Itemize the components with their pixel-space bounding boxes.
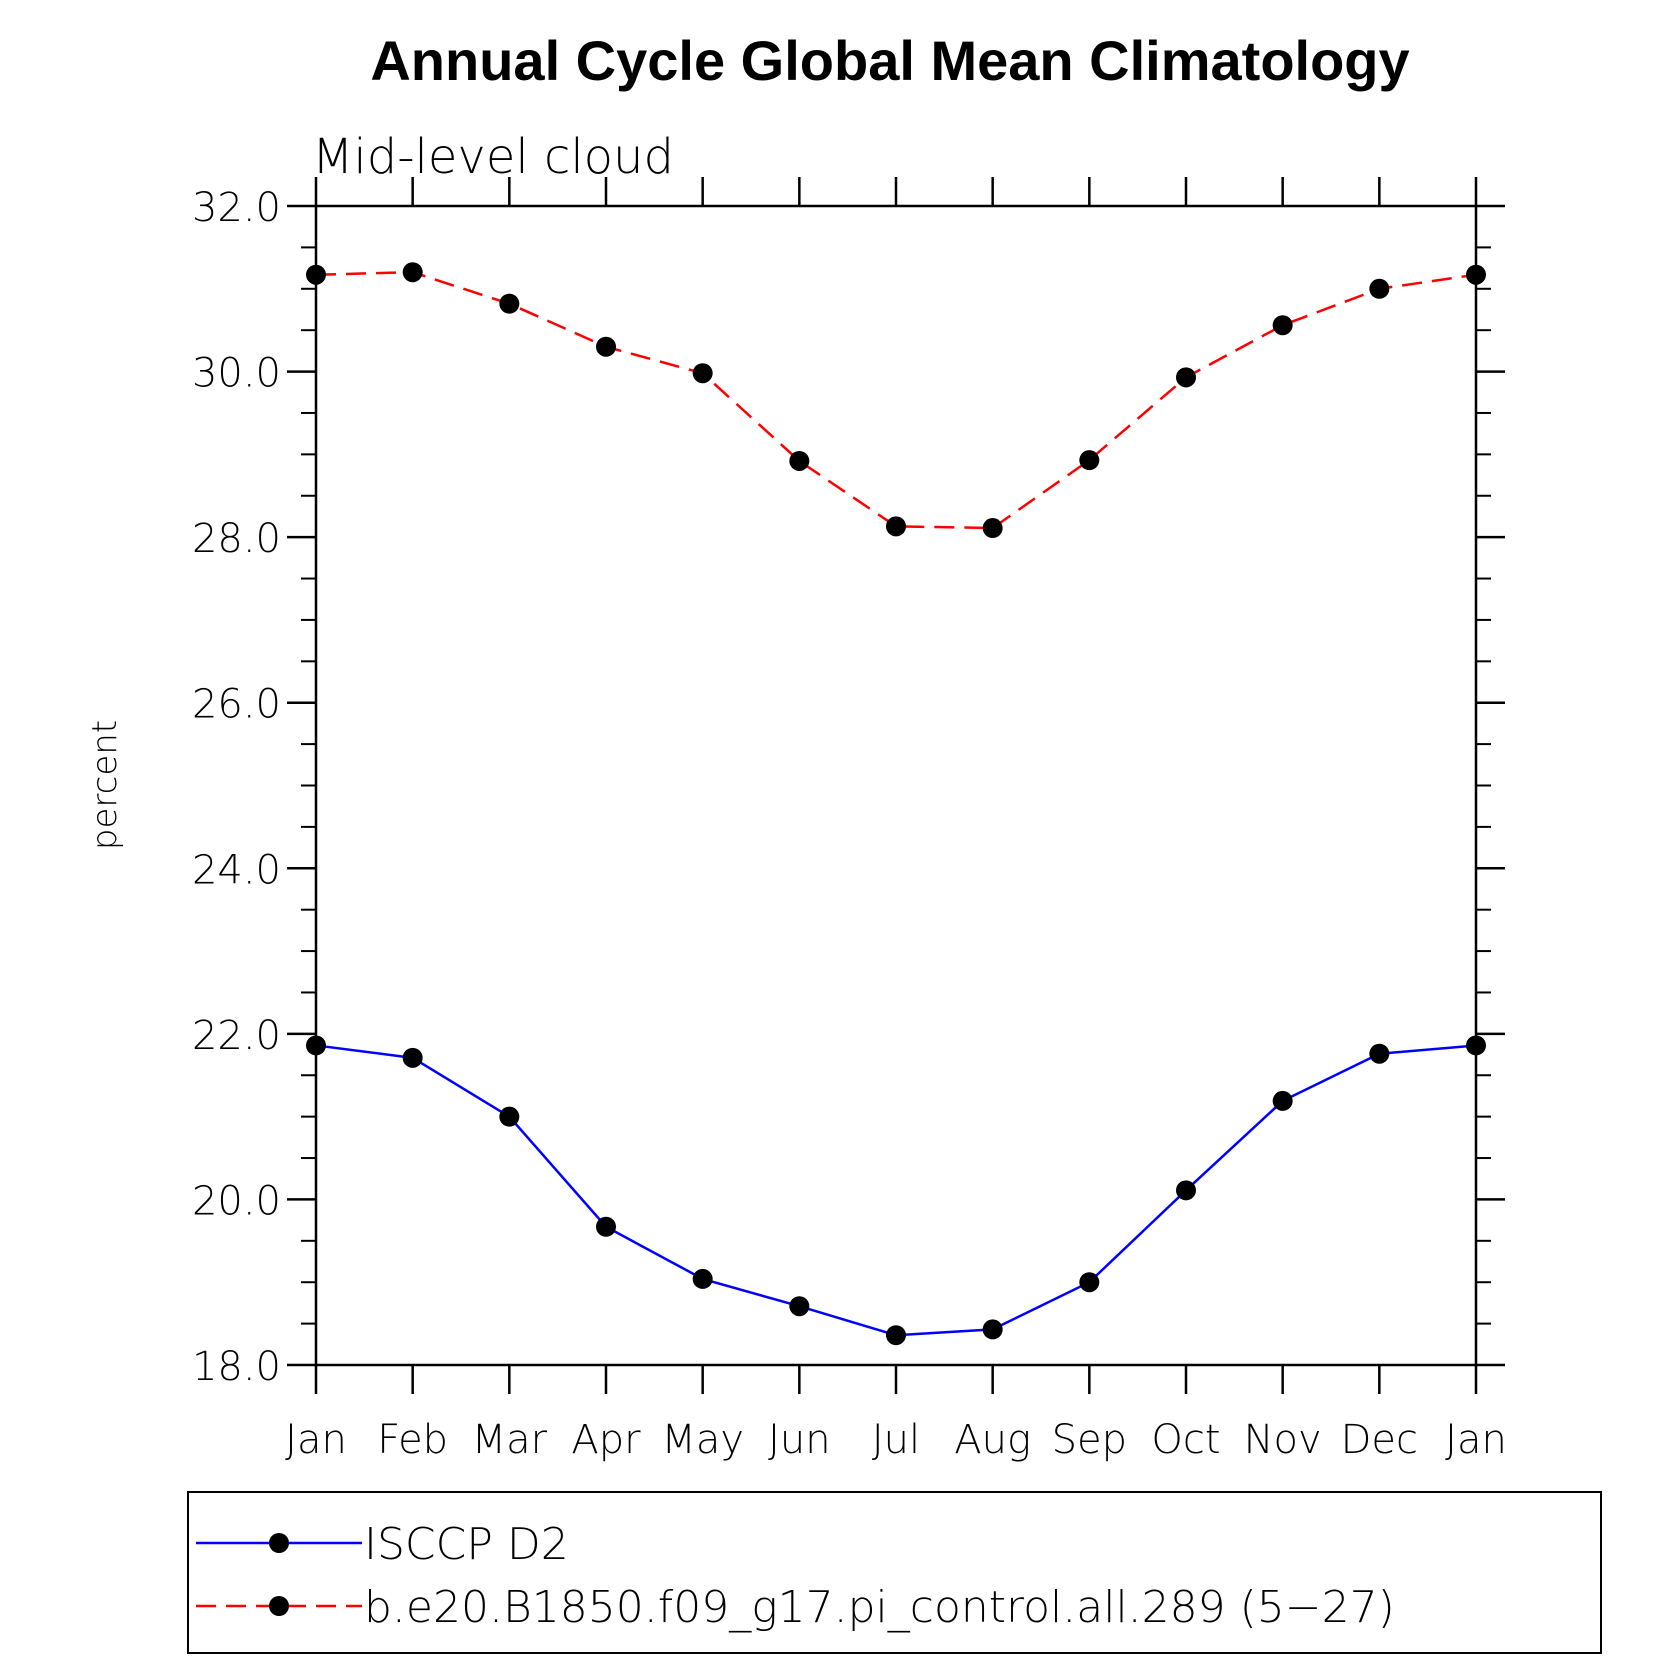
- legend-label: b.e20.B1850.f09_g17.pi_control.all.289 (…: [364, 1582, 1395, 1633]
- chart-subtitle: Mid-level cloud: [312, 129, 674, 185]
- y-tick-label: 26.0: [192, 682, 281, 728]
- plot-frame: [314, 204, 1478, 1367]
- y-tick-label: 24.0: [192, 847, 281, 893]
- x-tick-label: Oct: [1151, 1417, 1220, 1463]
- x-tick-label: Aug: [954, 1417, 1031, 1463]
- data-point: [1079, 450, 1100, 471]
- legend-box: [187, 1491, 1602, 1654]
- y-tick-label: 22.0: [192, 1013, 281, 1059]
- legend-marker: [269, 1533, 289, 1553]
- x-tick-label: Jul: [872, 1417, 920, 1463]
- data-point: [306, 1035, 326, 1056]
- x-tick-label: May: [661, 1417, 744, 1463]
- data-point: [402, 1047, 423, 1068]
- data-point: [1079, 1272, 1100, 1293]
- data-point: [1466, 1035, 1486, 1056]
- legend-marker: [269, 1596, 289, 1616]
- x-tick-label: Jun: [768, 1417, 831, 1463]
- x-tick-label: Dec: [1341, 1417, 1418, 1463]
- data-point: [1369, 278, 1390, 299]
- data-point: [1466, 264, 1486, 285]
- data-point: [499, 293, 520, 314]
- x-tick-label: Mar: [472, 1417, 548, 1463]
- y-axis-label: percent: [85, 720, 125, 850]
- x-tick-label: Jan: [1445, 1417, 1507, 1463]
- data-point: [1272, 1090, 1293, 1111]
- x-tick-label: Jan: [285, 1417, 347, 1463]
- data-point: [1176, 1180, 1196, 1201]
- axes: 18.0 20.0 22.0 24.0 26.0 28.0 30.0 32.0 Jan Feb Ma…: [192, 177, 1507, 1463]
- legend: ISCCP D2 b.e20.B1850.f09_g17.pi_control.a…: [187, 1491, 1602, 1654]
- data-point: [886, 1325, 906, 1346]
- y-tick-label: 20.0: [192, 1178, 281, 1224]
- data-point: [1176, 367, 1196, 388]
- data-point: [499, 1106, 520, 1127]
- y-tick-label: 32.0: [192, 185, 281, 231]
- series-layer: [306, 262, 1486, 1346]
- chart-title: Annual Cycle Global Mean Climatology: [370, 29, 1409, 92]
- data-point: [789, 1296, 810, 1317]
- data-point: [1272, 315, 1293, 336]
- y-tick-label: 30.0: [192, 351, 281, 397]
- x-tick-label: Sep: [1052, 1417, 1127, 1463]
- data-point: [886, 516, 906, 537]
- data-point: [692, 363, 713, 384]
- data-point: [596, 336, 616, 357]
- data-point: [306, 264, 326, 285]
- data-point: [982, 518, 1003, 539]
- data-point: [596, 1216, 616, 1237]
- series-line: [315, 270, 1477, 530]
- series-0: [306, 1035, 1486, 1346]
- legend-label: ISCCP D2: [364, 1519, 569, 1570]
- data-point: [1369, 1043, 1390, 1064]
- data-point: [402, 262, 423, 283]
- y-tick-label: 18.0: [192, 1344, 281, 1390]
- x-tick-label: Feb: [377, 1417, 448, 1463]
- x-tick-label: Nov: [1244, 1417, 1322, 1463]
- data-point: [692, 1268, 713, 1289]
- data-point: [789, 450, 810, 471]
- series-1: [306, 262, 1486, 539]
- y-tick-label: 28.0: [192, 516, 281, 562]
- series-line: [315, 1044, 1477, 1337]
- x-tick-label: Apr: [571, 1417, 641, 1463]
- legend-entries: ISCCP D2 b.e20.B1850.f09_g17.pi_control.a…: [196, 1519, 1395, 1633]
- data-point: [982, 1319, 1003, 1340]
